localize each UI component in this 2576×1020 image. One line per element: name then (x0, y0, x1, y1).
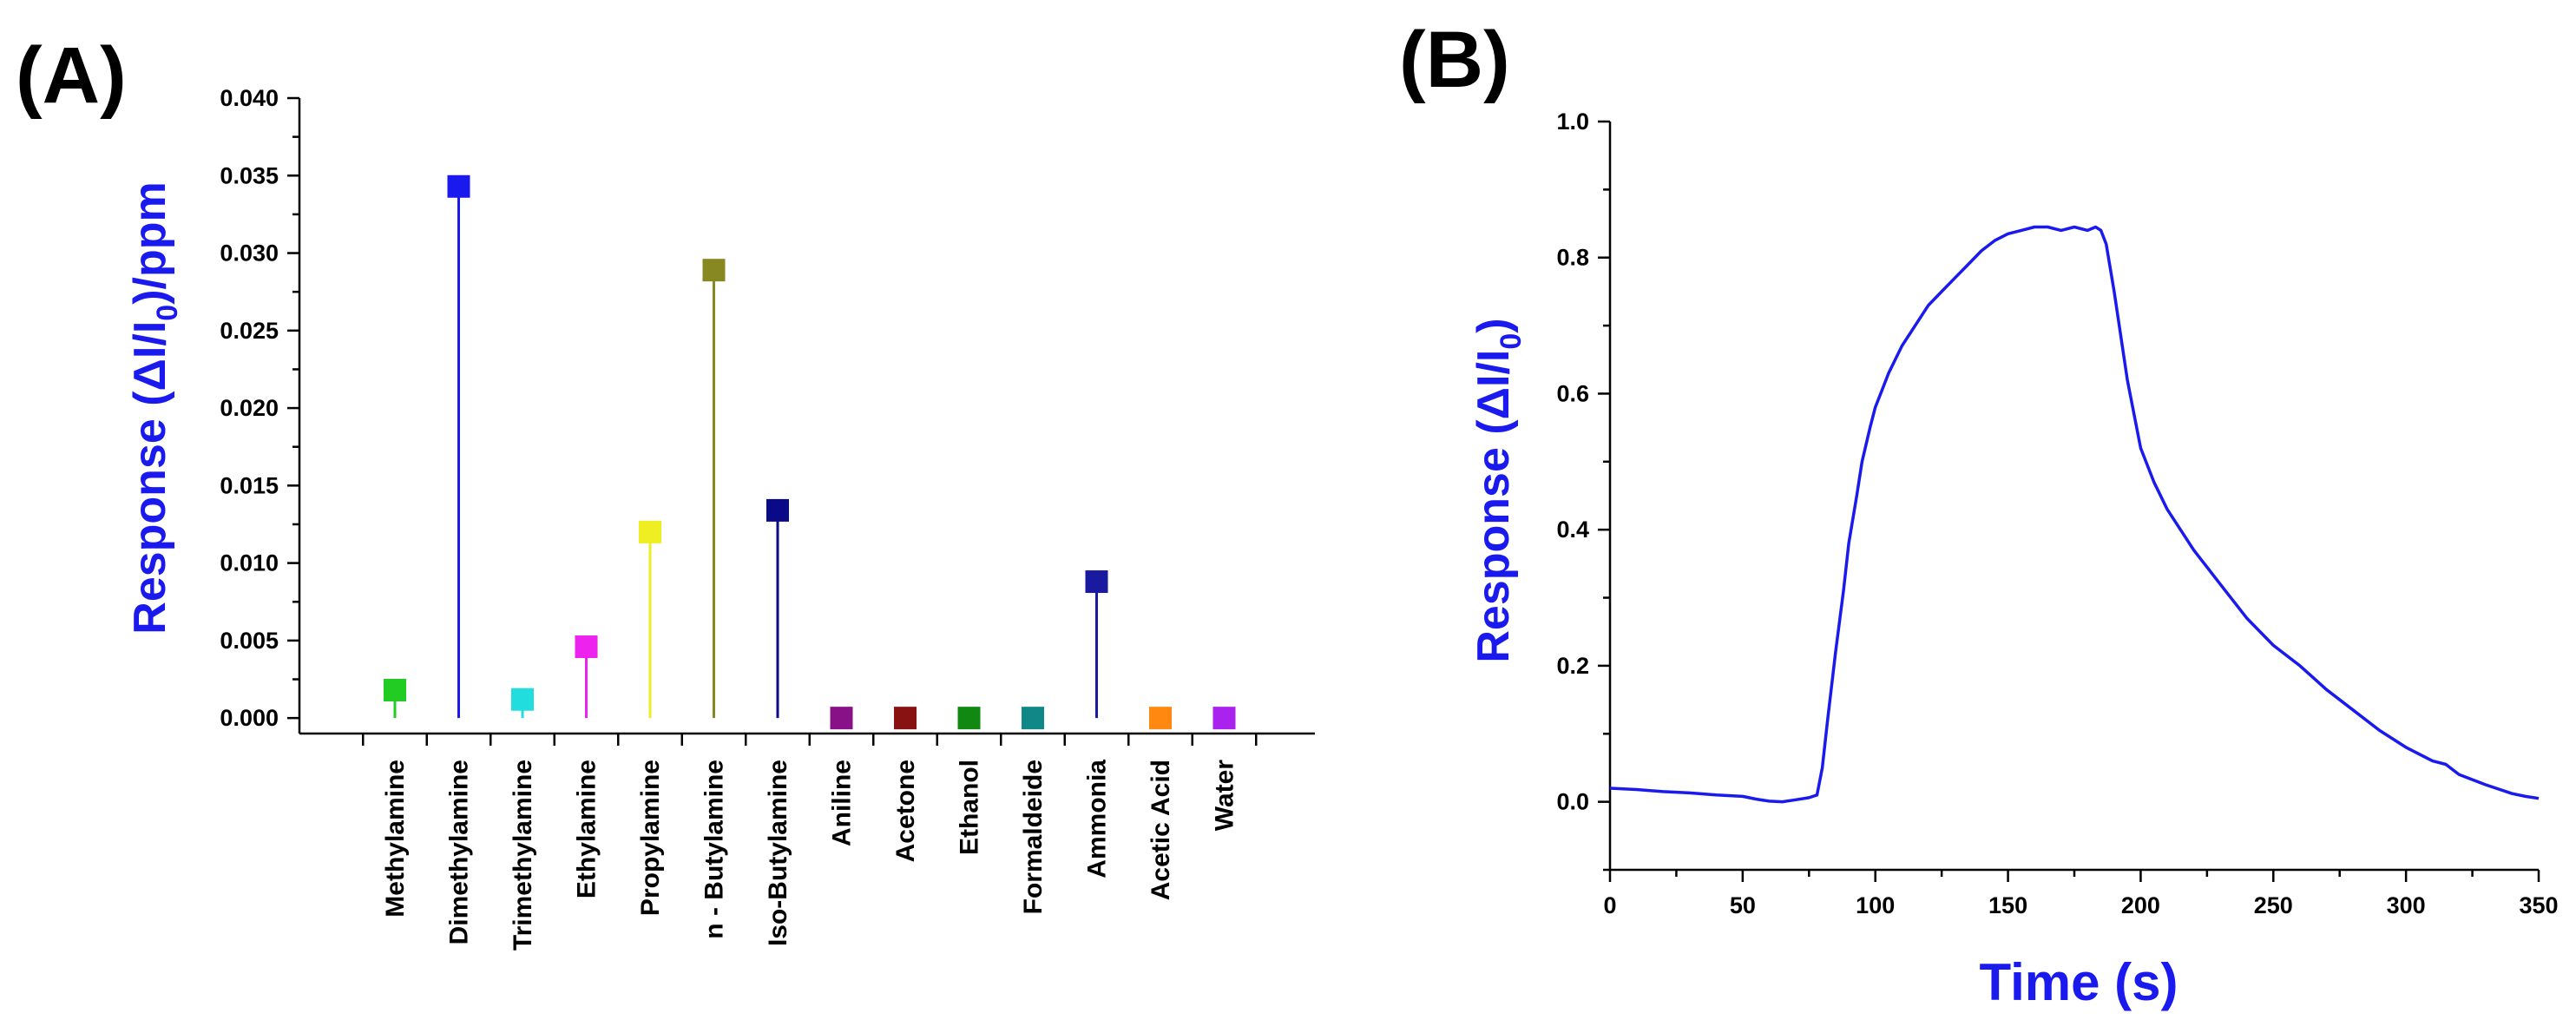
panel-a-marker (511, 688, 534, 711)
panel-a-category-label: Propylamine (636, 760, 665, 916)
panel-a-category-label: Formaldeide (1019, 760, 1048, 914)
panel-a-category-labels: Methylamine Dimethylamine Trimethylamine Et… (381, 760, 1239, 951)
panel-a-y-axis-title: Response (ΔI/I0)/ppm (125, 181, 184, 634)
panel-a-marker (575, 635, 598, 659)
panel-a-y-tick-label: 0.005 (220, 628, 279, 654)
panel-b-x-tick-labels: 0 50 100 150 200 250 300 350 (1603, 892, 2558, 918)
panel-b: (B) 0.0 0.2 0.4 0.6 0.8 1.0 0 50 100 150 200 250 30… (1399, 16, 2559, 1011)
panel-b-y-tick-label: 0.8 (1556, 245, 1589, 271)
panel-a-y-tick-label: 0.015 (220, 472, 279, 498)
panel-a-marker (702, 259, 726, 282)
panel-b-label: (B) (1399, 16, 1510, 104)
panel-a-label: (A) (16, 31, 127, 120)
panel-b-x-tick-label: 50 (1730, 892, 1756, 918)
panel-b-y-tick-labels: 0.0 0.2 0.4 0.6 0.8 1.0 (1556, 109, 1589, 815)
panel-a-y-tick-label: 0.020 (220, 395, 279, 421)
panel-b-y-tick-label: 1.0 (1556, 109, 1589, 135)
panel-b-x-axis-title: Time (s) (1980, 953, 2178, 1011)
panel-a-category-label: Ethylamine (573, 760, 601, 898)
panel-a-category-label: Water (1211, 760, 1239, 832)
panel-a-category-label: Methylamine (381, 760, 410, 918)
panel-a-marker (894, 707, 917, 730)
panel-b-y-tick-label: 0.6 (1556, 380, 1589, 406)
panel-a-marker (384, 679, 406, 702)
panel-a-y-tick-label: 0.035 (220, 162, 279, 188)
panel-a-marks (384, 174, 1236, 730)
panel-a-y-tick-label: 0.030 (220, 240, 279, 267)
panel-a-category-label: n - Butylamine (700, 760, 729, 939)
panel-a-category-label: Acetic Acid (1147, 760, 1175, 900)
panel-a-category-label: Acetone (891, 760, 920, 862)
panel-b-y-tick-label: 0.4 (1556, 517, 1589, 543)
panel-a-marker (1022, 707, 1044, 730)
panel-a-y-tick-label: 0.000 (220, 705, 279, 731)
panel-a-marker (1149, 707, 1172, 730)
panel-a-marker (957, 707, 981, 730)
panel-a-y-tick-labels: 0.000 0.005 0.010 0.015 0.020 0.025 0.030 0.035… (220, 85, 279, 731)
panel-a-marker (766, 498, 789, 522)
panel-a: (A) 0.0000.0050.0100.0150.0200.0250.0300… (16, 31, 1315, 951)
panel-a-marker (830, 707, 853, 730)
panel-a-category-label: Ammonia (1083, 760, 1112, 879)
panel-a-marker (639, 520, 661, 543)
panel-a-category-label: Trimethylamine (509, 760, 537, 951)
panel-b-x-tick-label: 100 (1856, 892, 1895, 918)
panel-a-y-tick-label: 0.025 (220, 318, 279, 344)
panel-b-axes (1598, 120, 2540, 882)
panel-a-category-label: Dimethylamine (445, 760, 474, 944)
panel-b-x-tick-label: 300 (2387, 892, 2426, 918)
panel-b-x-tick-label: 150 (1988, 892, 2027, 918)
panel-b-x-tick-label: 350 (2519, 892, 2558, 918)
panel-b-x-tick-label: 200 (2121, 892, 2160, 918)
panel-a-category-label: Iso-Butylamine (764, 760, 792, 946)
panel-b-y-tick-label: 0.0 (1556, 789, 1589, 815)
panel-b-y-axis-title: Response (ΔI/I0) (1469, 318, 1528, 662)
panel-a-y-tick-label: 0.040 (220, 85, 279, 111)
panel-a-marker (1212, 707, 1236, 730)
panel-b-x-tick-label: 0 (1603, 892, 1616, 918)
panel-a-marker (1085, 570, 1108, 594)
panel-a-category-label: Ethanol (956, 760, 984, 855)
panel-a-category-label: Aniline (828, 760, 857, 846)
panel-b-y-tick-label: 0.2 (1556, 653, 1589, 679)
panel-a-y-tick-label: 0.010 (220, 550, 279, 576)
panel-a-axes (287, 96, 1315, 746)
panel-b-response-line (1609, 225, 2540, 804)
panel-a-marker (447, 174, 470, 198)
panel-b-x-tick-label: 250 (2254, 892, 2293, 918)
